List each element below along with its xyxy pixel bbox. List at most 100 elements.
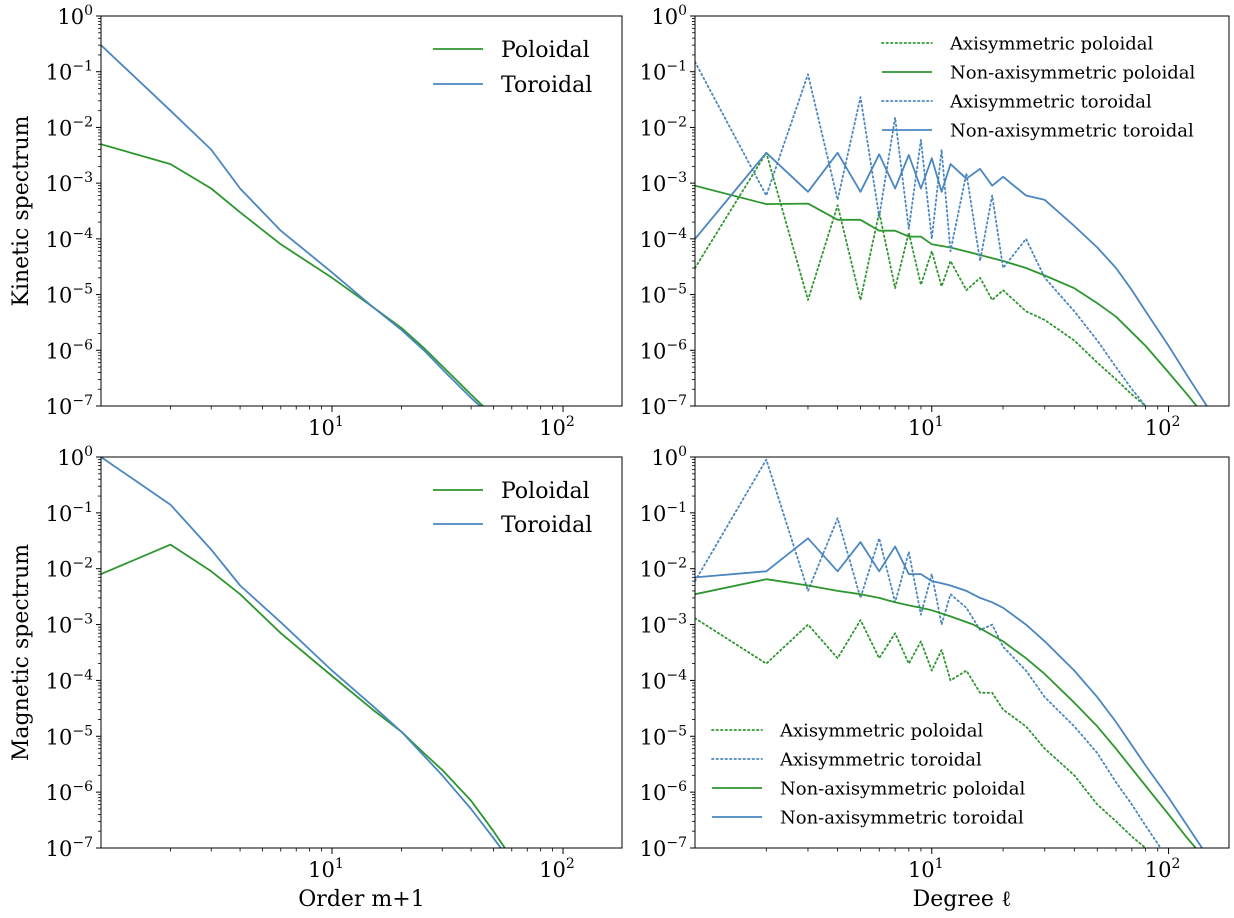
y-tick-exponent: 0 <box>84 3 93 19</box>
series-line-1 <box>101 457 502 848</box>
y-tick-base: 10 <box>46 395 73 419</box>
series-line-0 <box>695 617 1147 848</box>
y-axis-label: Magnetic spectrum <box>9 544 34 761</box>
y-tick-label: 10−2 <box>46 114 93 140</box>
x-tick-exponent: 2 <box>566 414 575 430</box>
y-tick-base: 10 <box>46 614 73 638</box>
y-tick-label: 10−7 <box>640 835 687 861</box>
series-line-1 <box>101 44 482 406</box>
y-tick-exponent: −7 <box>666 393 687 409</box>
y-tick-base: 10 <box>640 614 667 638</box>
x-tick-base: 10 <box>908 858 935 882</box>
y-tick-exponent: −2 <box>72 556 93 572</box>
y-tick-label: 10−5 <box>46 723 93 749</box>
y-tick-exponent: −3 <box>72 612 93 628</box>
y-tick-base: 10 <box>640 339 667 363</box>
y-tick-label: 10−1 <box>46 500 93 526</box>
y-tick-label: 10−6 <box>640 337 687 363</box>
y-tick-label: 10−1 <box>640 500 687 526</box>
y-tick-base: 10 <box>651 446 678 470</box>
y-tick-exponent: −6 <box>72 779 93 795</box>
series-line-2 <box>695 578 1197 848</box>
y-tick-base: 10 <box>46 502 73 526</box>
y-tick-exponent: −6 <box>72 337 93 353</box>
x-tick-base: 10 <box>539 858 566 882</box>
y-tick-base: 10 <box>640 172 667 196</box>
legend-label: Axisymmetric poloidal <box>949 33 1153 54</box>
y-tick-base: 10 <box>46 339 73 363</box>
y-tick-exponent: −5 <box>666 723 687 739</box>
x-tick-base: 10 <box>539 416 566 440</box>
y-tick-base: 10 <box>640 558 667 582</box>
y-tick-label: 10−5 <box>640 723 687 749</box>
y-tick-exponent: −6 <box>666 779 687 795</box>
y-tick-exponent: −1 <box>666 59 687 75</box>
y-tick-exponent: −4 <box>666 667 687 683</box>
legend: Poloidal Toroidal <box>433 38 592 98</box>
legend-label: Non-axisymmetric poloidal <box>780 778 1025 799</box>
y-tick-base: 10 <box>46 228 73 252</box>
legend-label: Axisymmetric poloidal <box>779 720 983 741</box>
x-tick-label: 101 <box>908 414 944 440</box>
y-tick-label: 10−3 <box>640 170 687 196</box>
y-tick-exponent: −3 <box>72 170 93 186</box>
x-tick-exponent: 1 <box>935 856 944 872</box>
y-tick-exponent: −2 <box>72 114 93 130</box>
y-tick-base: 10 <box>46 61 73 85</box>
y-tick-base: 10 <box>46 725 73 749</box>
y-tick-label: 10−6 <box>640 779 687 805</box>
y-tick-label: 10−2 <box>640 114 687 140</box>
series-group <box>101 457 506 848</box>
x-tick-label: 102 <box>539 414 575 440</box>
x-tick-exponent: 1 <box>335 414 344 430</box>
y-tick-exponent: −7 <box>72 835 93 851</box>
y-tick-exponent: −1 <box>72 59 93 75</box>
legend: Axisymmetric poloidal Axisymmetric toroid… <box>711 720 1025 828</box>
y-tick-label: 10−6 <box>46 779 93 805</box>
y-tick-exponent: 0 <box>84 444 93 460</box>
x-tick-exponent: 1 <box>335 856 344 872</box>
legend-label: Poloidal <box>501 479 590 504</box>
series-group <box>101 44 484 406</box>
x-tick-label: 101 <box>308 856 344 882</box>
legend-label: Non-axisymmetric toroidal <box>950 120 1194 141</box>
y-tick-base: 10 <box>46 558 73 582</box>
x-axis-label: Degree ℓ <box>913 887 1012 912</box>
y-tick-exponent: −5 <box>72 723 93 739</box>
y-tick-exponent: −4 <box>72 667 93 683</box>
y-tick-base: 10 <box>46 837 73 861</box>
y-tick-base: 10 <box>640 116 667 140</box>
y-tick-label: 10−1 <box>46 59 93 85</box>
y-tick-base: 10 <box>640 284 667 308</box>
legend-label: Non-axisymmetric poloidal <box>950 62 1195 83</box>
y-tick-label: 100 <box>57 444 93 470</box>
y-tick-exponent: −2 <box>666 114 687 130</box>
plot-frame <box>100 15 623 407</box>
y-tick-label: 10−5 <box>46 282 93 308</box>
y-tick-base: 10 <box>57 5 84 29</box>
series-line-0 <box>101 543 506 848</box>
y-tick-exponent: −3 <box>666 170 687 186</box>
x-tick-exponent: 2 <box>1171 414 1180 430</box>
y-tick-label: 10−2 <box>46 556 93 582</box>
y-tick-exponent: −6 <box>666 337 687 353</box>
legend-label: Non-axisymmetric toroidal <box>780 807 1024 828</box>
series-line-1 <box>695 458 1162 848</box>
x-axis-label: Order m+1 <box>298 887 424 912</box>
y-tick-base: 10 <box>640 837 667 861</box>
legend: Poloidal Toroidal <box>433 479 592 538</box>
y-tick-label: 10−7 <box>46 835 93 861</box>
y-tick-base: 10 <box>46 116 73 140</box>
series-line-2 <box>695 61 1147 406</box>
y-tick-exponent: 0 <box>678 3 687 19</box>
legend-label: Axisymmetric toroidal <box>779 749 982 770</box>
y-tick-base: 10 <box>640 725 667 749</box>
y-tick-label: 100 <box>651 444 687 470</box>
y-tick-exponent: −1 <box>666 500 687 516</box>
y-tick-label: 100 <box>57 3 93 29</box>
y-tick-base: 10 <box>640 228 667 252</box>
x-tick-label: 102 <box>1145 856 1181 882</box>
x-tick-label: 101 <box>308 414 344 440</box>
